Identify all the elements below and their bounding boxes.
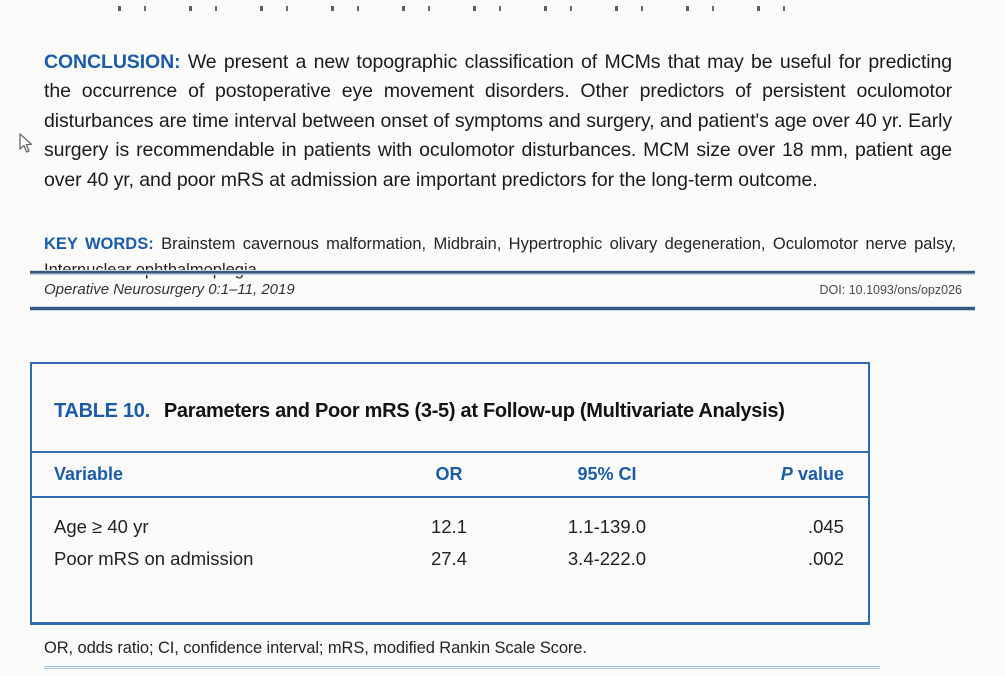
cell-pvalue: .045 — [807, 516, 844, 537]
col-header-variable: Variable — [54, 464, 124, 484]
conclusion-label: CONCLUSION: — [44, 50, 181, 73]
journal-citation: Operative Neurosurgery 0:1–11, 2019 — [44, 281, 295, 298]
table-title: TABLE 10. Parameters and Poor mRS (3-5) a… — [32, 364, 868, 426]
mouse-cursor-icon — [19, 133, 33, 153]
cell-ci: 3.4-222.0 — [567, 548, 647, 569]
col-header-pvalue: P value — [780, 464, 844, 484]
doi-text: DOI: 10.1093/ons/opz026 — [819, 283, 962, 297]
divider-rule-top — [30, 270, 975, 275]
clipped-text-line — [118, 6, 818, 11]
table-header-row: Variable OR 95% CI P value — [32, 451, 868, 498]
cell-ci: 1.1-139.0 — [567, 516, 647, 537]
conclusion-text: We present a new topographic classificat… — [44, 50, 952, 191]
divider-rule-bottom — [30, 306, 975, 311]
journal-footer: Operative Neurosurgery 0:1–11, 2019 DOI:… — [44, 281, 962, 298]
bottom-divider-rule — [44, 666, 880, 669]
table-row: Age ≥ 40 yr 12.1 1.1-139.0 .045 — [54, 511, 844, 543]
cell-or: 27.4 — [430, 548, 467, 569]
cell-or: 12.1 — [430, 516, 467, 537]
cell-variable: Poor mRS on admission — [54, 548, 254, 569]
cell-variable: Age ≥ 40 yr — [54, 516, 149, 537]
table-row: Poor mRS on admission 27.4 3.4-222.0 .00… — [54, 543, 844, 575]
table-body: Age ≥ 40 yr 12.1 1.1-139.0 .045 Poor mRS… — [32, 498, 868, 575]
keywords-label: KEY WORDS: — [44, 234, 154, 253]
conclusion-paragraph: CONCLUSION: We present a new topographic… — [44, 48, 952, 196]
table-footnote: OR, odds ratio; CI, confidence interval;… — [44, 639, 587, 657]
table-label: TABLE 10. — [54, 400, 150, 422]
table-10-card: TABLE 10. Parameters and Poor mRS (3-5) a… — [30, 362, 870, 625]
col-header-ci: 95% CI — [577, 464, 637, 484]
cell-pvalue: .002 — [807, 548, 844, 569]
table-title-text: Parameters and Poor mRS (3-5) at Follow-… — [163, 400, 785, 422]
col-header-or: OR — [435, 464, 463, 484]
